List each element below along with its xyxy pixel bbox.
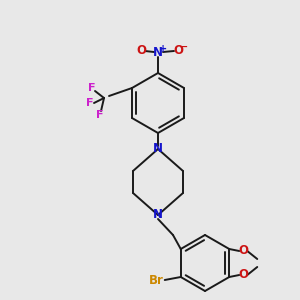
Text: −: − (179, 42, 189, 52)
Text: O: O (238, 268, 248, 281)
Text: O: O (173, 44, 183, 58)
Text: +: + (159, 44, 167, 54)
Text: O: O (136, 44, 146, 58)
Text: N: N (153, 46, 163, 59)
Text: N: N (153, 208, 163, 221)
Text: F: F (86, 98, 94, 108)
Text: F: F (96, 110, 104, 120)
Text: O: O (238, 244, 248, 257)
Text: F: F (88, 83, 96, 93)
Text: N: N (153, 142, 163, 155)
Text: Br: Br (149, 274, 164, 286)
